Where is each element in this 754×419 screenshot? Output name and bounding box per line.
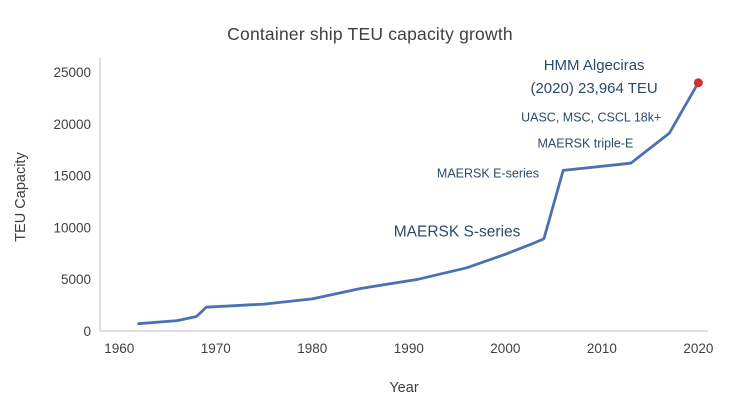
x-tick-label: 1960 bbox=[104, 341, 134, 356]
x-axis-label: Year bbox=[389, 380, 419, 396]
end-point-marker bbox=[693, 78, 703, 88]
x-tick-label: 1980 bbox=[297, 341, 327, 356]
x-tick-label: 2020 bbox=[683, 341, 713, 356]
annotation: MAERSK triple-E bbox=[538, 137, 634, 151]
y-tick-label: 10000 bbox=[53, 220, 91, 235]
annotation: (2020) 23,964 TEU bbox=[530, 80, 657, 97]
x-tick-label: 1970 bbox=[201, 341, 231, 356]
annotation: UASC, MSC, CSCL 18k+ bbox=[521, 111, 661, 125]
y-tick-label: 0 bbox=[83, 324, 91, 339]
x-tick-label: 2010 bbox=[587, 341, 617, 356]
y-axis-label: TEU Capacity bbox=[13, 152, 29, 242]
x-tick-label: 1990 bbox=[394, 341, 424, 356]
y-tick-label: 20000 bbox=[53, 117, 91, 132]
y-tick-label: 25000 bbox=[53, 65, 91, 80]
annotation: HMM Algeciras bbox=[544, 57, 645, 74]
annotation: MAERSK S-series bbox=[394, 224, 521, 241]
y-tick-label: 5000 bbox=[61, 272, 91, 287]
teu-capacity-line bbox=[137, 81, 700, 326]
annotation: MAERSK E-series bbox=[437, 167, 539, 181]
x-tick-label: 2000 bbox=[490, 341, 520, 356]
y-tick-label: 15000 bbox=[53, 169, 91, 184]
chart-title: Container ship TEU capacity growth bbox=[227, 24, 513, 44]
